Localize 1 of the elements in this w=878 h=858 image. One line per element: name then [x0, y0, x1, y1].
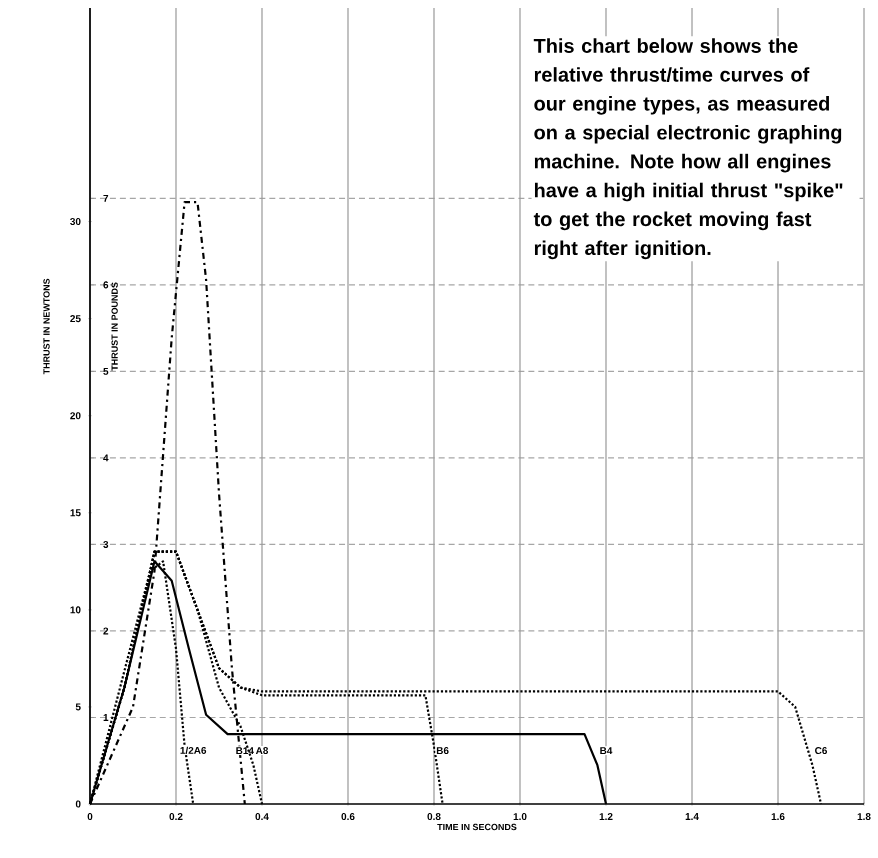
annotation: This chart below shows the relative thrust/time curves of our engine types, as measured on a special electronic graphing machine. Note how all engines have a high initial thrust "spike" to get the rocket moving fast right after ignition.	[533, 38, 843, 260]
